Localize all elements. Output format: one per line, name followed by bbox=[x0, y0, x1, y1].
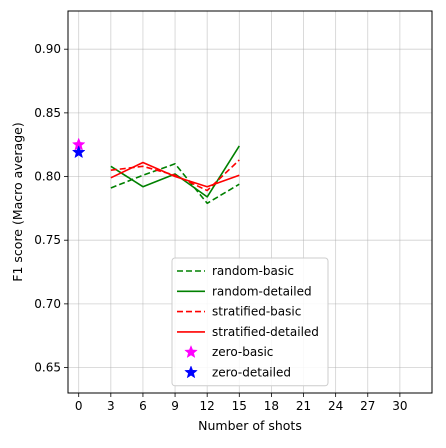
x-tick-label-9: 9 bbox=[171, 399, 179, 413]
legend-label-zero-basic: zero-basic bbox=[212, 345, 273, 359]
legend: random-basic random-detailed stratified-ba… bbox=[171, 257, 329, 387]
y-tick-label-0-70: 0.70 bbox=[34, 297, 61, 311]
series-line-random-detailed bbox=[110, 145, 240, 198]
x-tick-label-0: 0 bbox=[75, 399, 83, 413]
legend-label-stratified-detailed: stratified-detailed bbox=[212, 325, 319, 339]
y-tick-label-0-75: 0.75 bbox=[34, 233, 61, 247]
x-tick-label-21: 21 bbox=[296, 399, 311, 413]
x-tick-label-3: 3 bbox=[107, 399, 115, 413]
zero-shot-markers bbox=[71, 137, 86, 159]
x-tick-label-30: 30 bbox=[392, 399, 407, 413]
legend-box bbox=[171, 257, 329, 387]
point-zero-detailed bbox=[71, 145, 86, 159]
legend-handle-zero-detailed bbox=[184, 365, 198, 379]
y-tick-label-0-90: 0.90 bbox=[34, 42, 61, 56]
x-tick-label-15: 15 bbox=[232, 399, 247, 413]
y-tick-label-0-65: 0.65 bbox=[34, 361, 61, 375]
x-tick-label-18: 18 bbox=[264, 399, 279, 413]
legend-label-random-detailed: random-detailed bbox=[212, 284, 312, 298]
legend-handle-zero-basic bbox=[184, 345, 198, 359]
y-tick-label-0-85: 0.85 bbox=[34, 106, 61, 120]
x-axis-ticks: 0 3 6 9 12 15 18 21 24 27 30 bbox=[75, 393, 408, 413]
legend-label-stratified-basic: stratified-basic bbox=[212, 305, 301, 319]
x-tick-label-27: 27 bbox=[360, 399, 375, 413]
series-line-stratified-detailed bbox=[110, 161, 240, 188]
x-tick-label-24: 24 bbox=[328, 399, 343, 413]
y-tick-label-0-80: 0.80 bbox=[34, 170, 61, 184]
x-tick-label-12: 12 bbox=[200, 399, 215, 413]
y-axis-label: F1 score (Macro average) bbox=[10, 122, 25, 281]
y-axis-ticks: 0.65 0.70 0.75 0.80 0.85 0.90 bbox=[34, 42, 68, 375]
plot-frame bbox=[67, 10, 433, 394]
legend-label-zero-detailed: zero-detailed bbox=[212, 366, 291, 380]
legend-label-random-basic: random-basic bbox=[212, 264, 294, 278]
x-axis-label: Number of shots bbox=[198, 418, 302, 433]
series-lines bbox=[110, 145, 240, 205]
x-tick-label-6: 6 bbox=[139, 399, 147, 413]
